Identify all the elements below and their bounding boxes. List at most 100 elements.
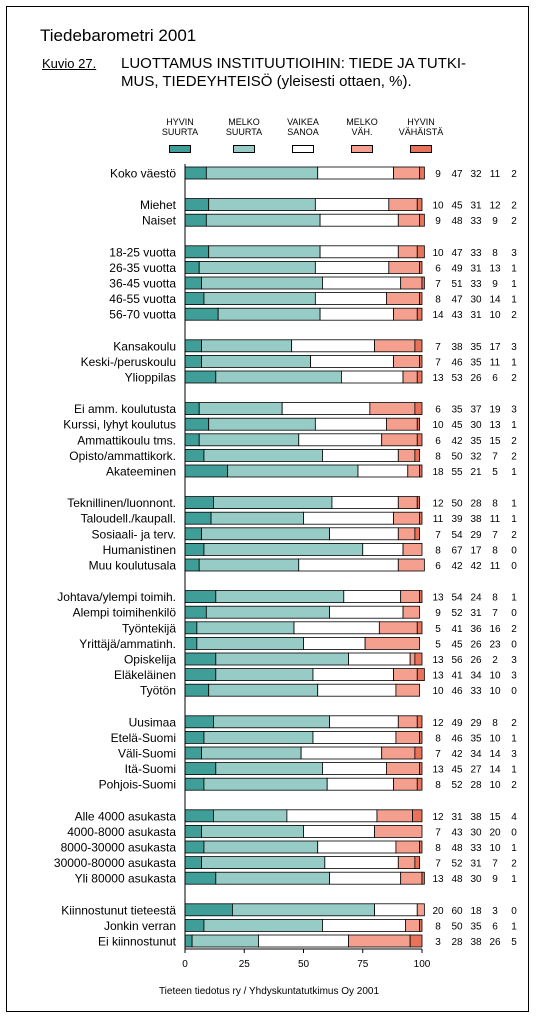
bar-segment xyxy=(213,809,288,823)
value-label: 28 xyxy=(470,499,482,510)
value-label: 7 xyxy=(492,530,498,541)
bar-segment xyxy=(314,198,390,212)
value-label: 2 xyxy=(511,216,517,227)
value-label: 31 xyxy=(470,608,482,619)
bar-segment xyxy=(412,809,423,823)
bar-segment xyxy=(303,637,366,650)
value-label: 0 xyxy=(511,639,517,650)
value-label: 10 xyxy=(432,420,444,431)
value-label: 15 xyxy=(489,812,501,823)
row-label: Alle 4000 asukasta xyxy=(75,809,177,823)
bar-segment xyxy=(393,668,418,681)
value-label: 30 xyxy=(470,827,482,838)
value-label: 3 xyxy=(511,342,517,353)
value-label: 8 xyxy=(435,921,441,932)
bar-segment xyxy=(258,934,349,948)
bar-segment xyxy=(419,213,425,227)
bar-row: Miehet 10 45 31 12 2 xyxy=(140,198,517,212)
value-label: 2 xyxy=(511,373,517,384)
bar-segment xyxy=(208,198,316,212)
bar-segment xyxy=(213,715,330,729)
value-label: 7 xyxy=(435,279,441,290)
value-label: 2 xyxy=(492,655,498,666)
value-label: 2 xyxy=(511,201,517,212)
bar-segment xyxy=(419,166,425,180)
bar-segment xyxy=(286,809,378,823)
value-label: 38 xyxy=(470,812,482,823)
bar-segment xyxy=(329,715,399,729)
bar-row: Opiskelija 13 56 26 2 3 xyxy=(124,653,517,667)
value-label: 1 xyxy=(511,279,517,290)
bar-row: Alle 4000 asukasta 12 31 38 15 4 xyxy=(75,809,518,823)
bar-segment xyxy=(184,715,214,729)
value-label: 37 xyxy=(470,405,482,416)
bar-segment xyxy=(184,213,207,227)
bar-segment xyxy=(400,590,421,603)
row-label: Uusimaa xyxy=(129,715,177,729)
value-label: 35 xyxy=(451,405,463,416)
bar-segment xyxy=(397,245,418,259)
bar-segment xyxy=(184,417,210,431)
value-label: 7 xyxy=(435,530,441,541)
value-label: 46 xyxy=(451,733,463,744)
bar-row: Eläkeläinen 13 41 34 10 3 xyxy=(114,668,517,682)
bar-segment xyxy=(184,668,217,681)
value-label: 0 xyxy=(511,906,517,917)
bar-segment xyxy=(201,276,323,290)
bar-segment xyxy=(184,339,202,353)
value-label: 26 xyxy=(470,639,482,650)
row-label: 36-45 vuotta xyxy=(109,277,176,291)
row-label: Työntekijä xyxy=(122,621,176,635)
bar-segment xyxy=(419,590,423,603)
bar-segment xyxy=(298,433,383,447)
value-label: 7 xyxy=(435,859,441,870)
value-label: 35 xyxy=(470,357,482,368)
row-label: Työtön xyxy=(140,684,176,698)
bar-segment xyxy=(381,746,416,760)
bar-segment xyxy=(303,511,394,525)
value-label: 36 xyxy=(470,624,482,635)
value-label: 41 xyxy=(451,671,463,682)
bar-segment xyxy=(196,637,304,650)
value-label: 9 xyxy=(435,608,441,619)
value-label: 48 xyxy=(451,216,463,227)
value-label: 13 xyxy=(432,655,444,666)
bar-segment xyxy=(348,934,411,948)
bar-segment xyxy=(184,746,202,760)
bar-row: Alempi toimihenkilö 9 52 31 7 0 xyxy=(73,606,518,620)
value-label: 0 xyxy=(511,545,517,556)
value-label: 9 xyxy=(435,216,441,227)
bar-segment xyxy=(419,731,423,744)
bar-row: 56-70 vuotta 14 43 31 10 2 xyxy=(109,308,517,322)
bar-row: 36-45 vuotta 7 51 33 9 1 xyxy=(109,277,517,291)
bar-segment xyxy=(341,370,404,384)
bar-segment xyxy=(395,683,421,697)
value-label: 55 xyxy=(451,467,463,478)
value-label: 2 xyxy=(511,451,517,462)
bar-segment xyxy=(205,605,330,619)
value-label: 47 xyxy=(451,248,463,259)
row-label: Yrittäjä/ammatinh. xyxy=(79,637,176,651)
value-label: 54 xyxy=(451,593,463,604)
bar-segment xyxy=(357,464,409,478)
value-label: 3 xyxy=(492,906,498,917)
bar-segment xyxy=(416,777,423,791)
value-label: 11 xyxy=(433,514,444,525)
bar-segment xyxy=(198,260,316,274)
value-label: 7 xyxy=(492,608,498,619)
value-label: 13 xyxy=(489,263,501,274)
value-label: 0 xyxy=(511,827,517,838)
value-label: 10 xyxy=(489,843,501,854)
bar-segment xyxy=(374,825,423,838)
figure-title-line-2: MUS, TIEDEYHTEISÖ (yleisesti ottaen, %). xyxy=(121,73,412,90)
bar-segment xyxy=(419,762,423,775)
value-label: 30 xyxy=(470,295,482,306)
bar-segment xyxy=(201,339,293,353)
row-label: Ammattikoulu tms. xyxy=(77,433,176,447)
value-label: 1 xyxy=(511,843,517,854)
bar-row: Yli 80000 asukasta 13 48 30 9 1 xyxy=(75,872,518,886)
bar-segment xyxy=(203,543,364,556)
bar-segment xyxy=(322,276,402,290)
bar-segment xyxy=(205,213,321,227)
